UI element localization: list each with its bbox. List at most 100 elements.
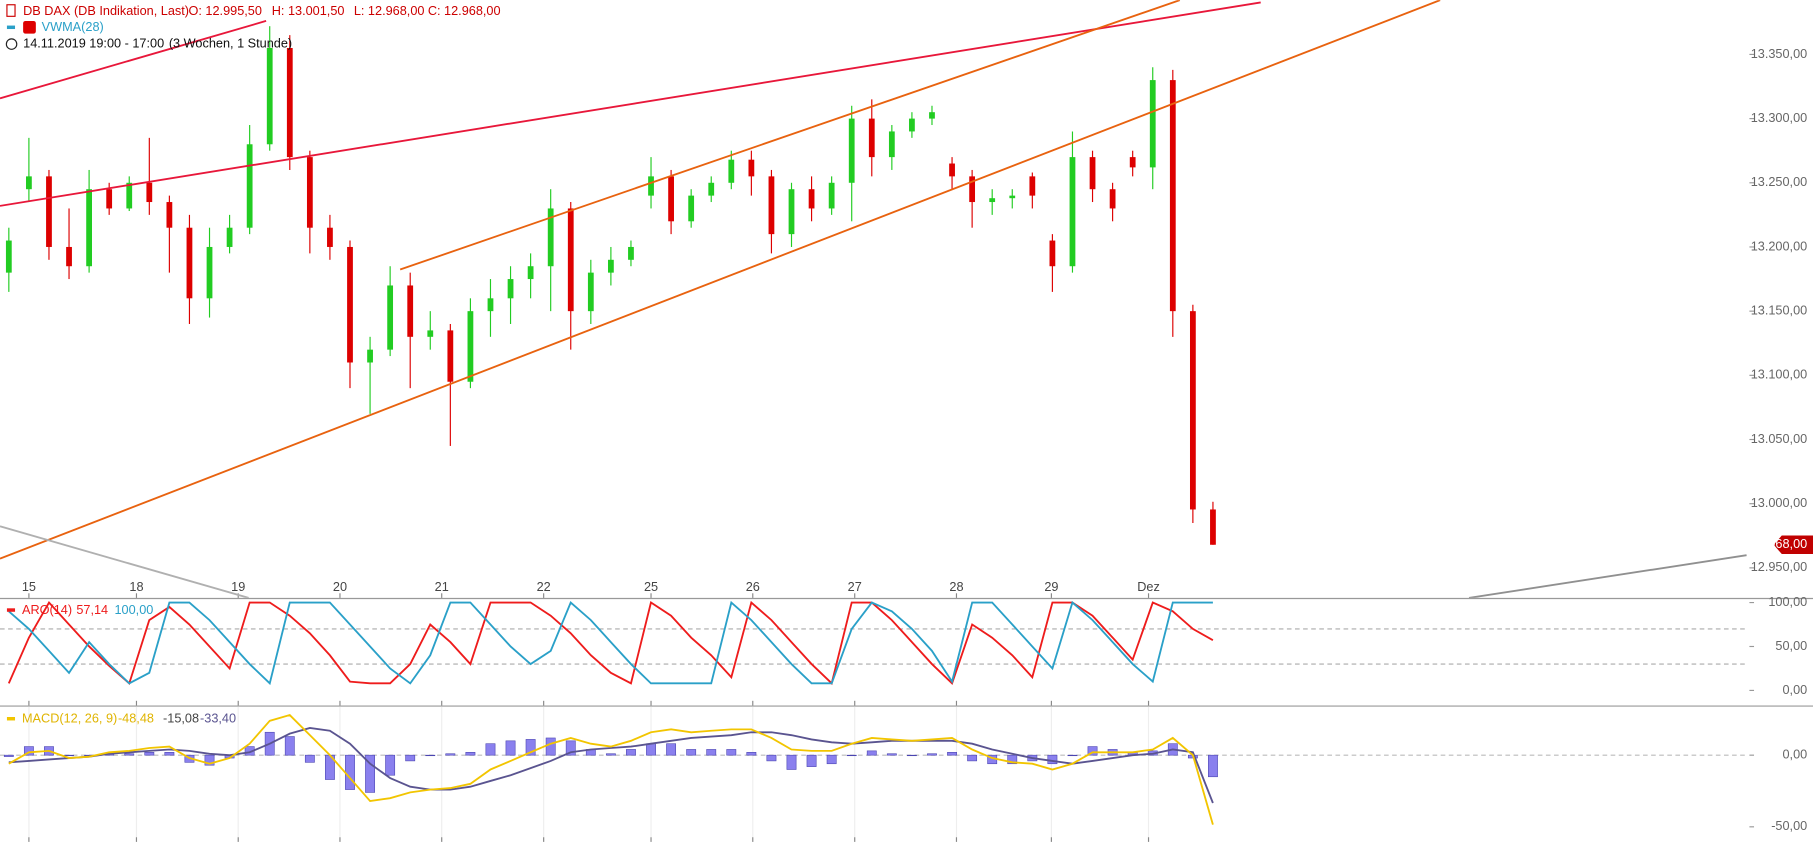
candle-body xyxy=(186,227,193,299)
trendline xyxy=(0,1,1261,207)
histogram-bar xyxy=(365,754,375,793)
histogram-bar xyxy=(64,754,74,757)
x-tick-label: 26 xyxy=(746,579,760,594)
y-tick-label: 13.100,00 xyxy=(1751,367,1808,382)
x-tick-label: 28 xyxy=(949,579,963,594)
histogram-bar xyxy=(686,749,697,756)
candle-body xyxy=(628,246,634,260)
candle-body xyxy=(668,176,674,222)
x-tick-label: Dez xyxy=(1137,579,1160,594)
trendline xyxy=(0,0,1441,560)
overlay: DB DAX (DB Indikation, Last) O: 12.995,5… xyxy=(5,3,501,726)
histogram-bar xyxy=(766,754,777,762)
candle-body xyxy=(708,182,715,196)
candle-body xyxy=(567,208,574,312)
candle-body xyxy=(407,285,414,337)
histogram-bar xyxy=(3,754,14,757)
candle-body xyxy=(166,202,173,228)
macd-line xyxy=(8,713,1214,825)
candle-body xyxy=(1009,195,1016,199)
last-price-label: 12.968,00 xyxy=(1751,536,1808,551)
x-tick-label: 19 xyxy=(231,579,245,594)
clock-icon xyxy=(5,38,18,50)
histogram-bar xyxy=(144,752,155,756)
candle-body xyxy=(26,176,32,190)
histogram-bar xyxy=(425,754,436,757)
signal-line xyxy=(8,727,1214,804)
histogram-bar xyxy=(23,746,34,756)
macd-value: -48,48 xyxy=(118,711,154,726)
candle-body xyxy=(1129,157,1136,168)
aroon-line xyxy=(8,600,1213,686)
candle-body xyxy=(467,311,474,382)
aroon-marker xyxy=(6,608,16,612)
candle-body xyxy=(447,330,454,382)
indicator-label: VWMA(28) xyxy=(42,19,104,34)
histogram-bar xyxy=(405,754,416,762)
candle-body xyxy=(387,285,394,350)
candle-body xyxy=(306,157,313,228)
histogram-bar xyxy=(806,754,817,767)
candle-body xyxy=(226,227,233,247)
candle-body xyxy=(909,118,915,132)
candle-body xyxy=(587,272,594,312)
candle-body xyxy=(688,195,695,222)
y-tick-label: 50,00 xyxy=(1775,638,1807,653)
x-tick-label: 20 xyxy=(333,579,347,594)
macd-marker xyxy=(6,717,16,721)
histogram-bar xyxy=(485,743,496,756)
trendlines xyxy=(0,0,1747,598)
y-tick-label: 13.300,00 xyxy=(1751,110,1808,125)
trendline xyxy=(0,525,249,598)
histogram-bar xyxy=(706,749,717,756)
histogram-bar xyxy=(1208,754,1218,778)
y-tick-label: -50,00 xyxy=(1771,818,1807,833)
x-tick-label: 21 xyxy=(435,579,449,594)
candle-body xyxy=(788,189,795,235)
y-tick-label: 13.250,00 xyxy=(1751,174,1808,189)
candle-body xyxy=(246,144,253,228)
histogram-bar xyxy=(666,743,677,756)
aroon-title: ARO(14) xyxy=(22,602,72,617)
histogram-bar xyxy=(786,754,797,770)
candle-body xyxy=(347,246,353,363)
candle-body xyxy=(1109,189,1116,209)
histogram-bar xyxy=(866,750,877,756)
histogram-bar xyxy=(304,754,315,763)
y-tick-label: 13.050,00 xyxy=(1751,431,1808,446)
candle-body xyxy=(888,131,895,158)
y-tick-label: 13.350,00 xyxy=(1751,46,1808,61)
candle-body xyxy=(146,182,153,203)
signal-value: -33,40 xyxy=(200,711,236,726)
candle-body xyxy=(989,198,996,203)
candle-body xyxy=(1069,157,1076,267)
candle-body xyxy=(1049,240,1056,267)
x-tick-label: 15 xyxy=(22,579,36,594)
candle-body xyxy=(828,182,835,209)
histogram-bar xyxy=(1007,754,1018,765)
histogram-bar xyxy=(345,754,355,790)
candle-body xyxy=(949,163,955,177)
candle-body xyxy=(1149,80,1156,168)
histogram-bar xyxy=(465,752,476,756)
ohlc-low: L: 12.968,00 xyxy=(354,3,425,18)
histogram-bar xyxy=(284,736,295,756)
candle-body xyxy=(1189,311,1196,510)
histogram-bar xyxy=(726,749,737,756)
candle-body xyxy=(266,48,273,145)
aroon-down-value: 100,00 xyxy=(114,602,153,617)
instrument-icon xyxy=(6,4,16,17)
candle-body xyxy=(1029,176,1036,196)
x-tick-label: 18 xyxy=(129,579,143,594)
histogram-bar xyxy=(967,754,978,762)
trendline xyxy=(1468,554,1747,598)
candle-body xyxy=(126,182,133,209)
y-tick-label: 13.000,00 xyxy=(1751,495,1808,510)
y-tick-label: 12.950,00 xyxy=(1751,559,1808,574)
aroon-line xyxy=(7,600,1214,686)
histogram-bar xyxy=(385,754,396,776)
